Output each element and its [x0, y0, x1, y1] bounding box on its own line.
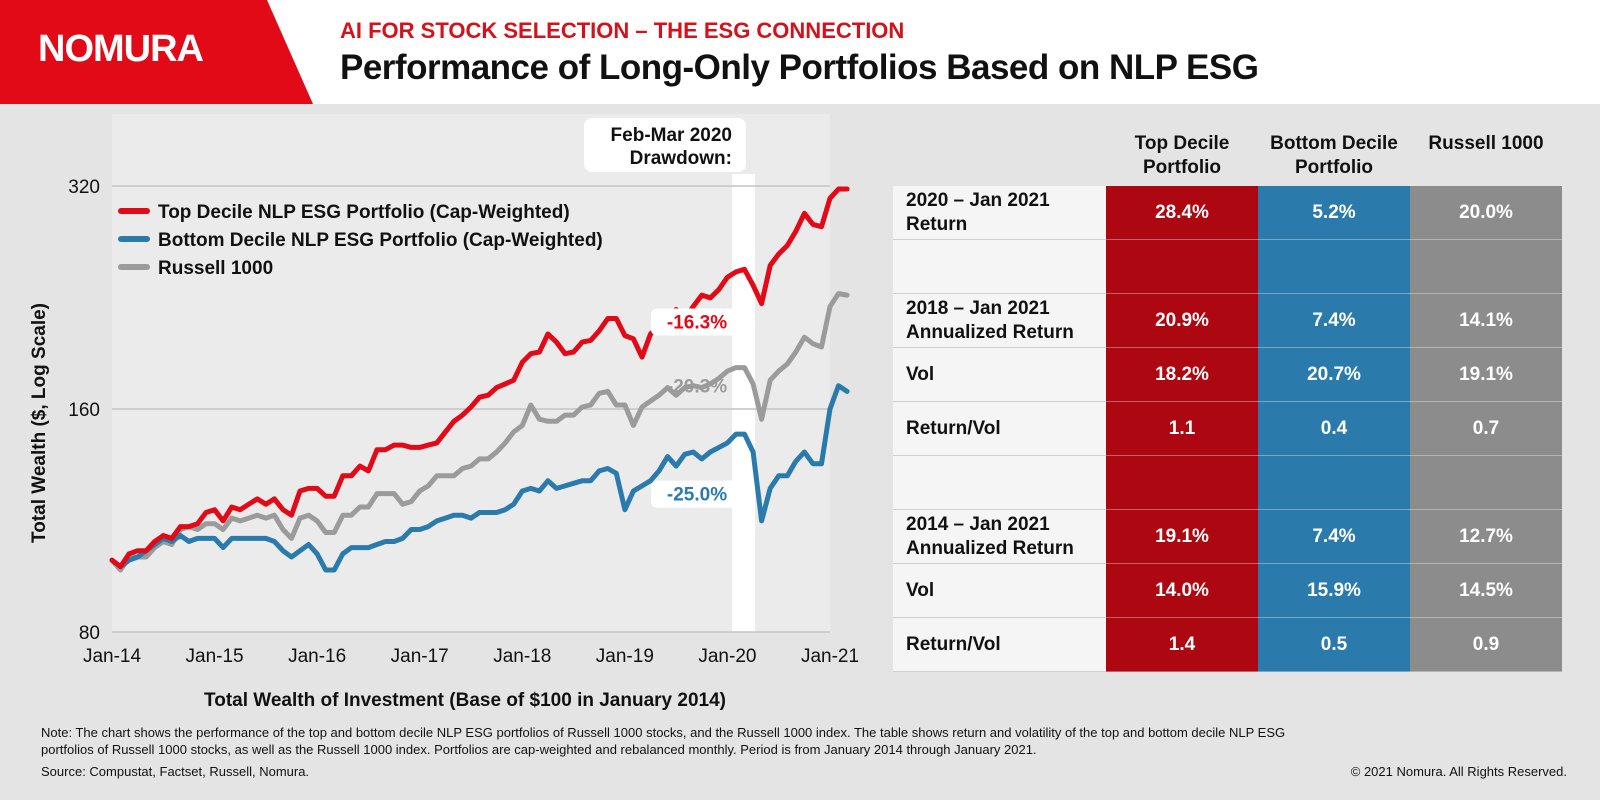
table-cell: 18.2%: [1106, 348, 1258, 402]
table-row-label: Return/Vol: [893, 402, 1106, 456]
table-cell: 19.1%: [1410, 348, 1562, 402]
plot-area: [112, 114, 830, 632]
legend-label: Russell 1000: [158, 258, 273, 279]
copyright-note: © 2021 Nomura. All Rights Reserved.: [1350, 764, 1567, 779]
table-cell: 20.0%: [1410, 186, 1562, 240]
table-row-label: Vol: [893, 564, 1106, 618]
table-row-label: [893, 456, 1106, 510]
table-cell: 19.1%: [1106, 510, 1258, 564]
legend-label: Top Decile NLP ESG Portfolio (Cap-Weight…: [158, 202, 570, 223]
table-cell: [1258, 240, 1410, 294]
x-tick-label: Jan-21: [801, 646, 859, 667]
table-cell: 7.4%: [1258, 294, 1410, 348]
table-cell: 7.4%: [1258, 510, 1410, 564]
x-tick-label: Jan-18: [493, 646, 551, 667]
table-cell: 0.7: [1410, 402, 1562, 456]
legend-label: Bottom Decile NLP ESG Portfolio (Cap-Wei…: [158, 230, 603, 251]
y-tick-label: 80: [79, 623, 100, 644]
table-cell: [1258, 456, 1410, 510]
table-cell: 14.0%: [1106, 564, 1258, 618]
nomura-logo: NOMURA: [38, 28, 204, 70]
drawdown-label-box: [584, 118, 746, 172]
x-axis-title: Total Wealth of Investment (Base of $100…: [204, 690, 726, 711]
drawdown-label-line2: Drawdown:: [630, 148, 732, 169]
series-line: [109, 291, 850, 573]
table-cell: 0.9: [1410, 618, 1562, 672]
drawdown-label-line1: Feb-Mar 2020: [611, 125, 732, 146]
page-kicker: AI FOR STOCK SELECTION – THE ESG CONNECT…: [340, 18, 905, 43]
table-column-header: Russell 1000: [1428, 133, 1544, 154]
table-cell: 0.5: [1258, 618, 1410, 672]
table-cell: 12.7%: [1410, 510, 1562, 564]
footnote: Note: The chart shows the performance of…: [41, 725, 1286, 757]
annotation-box: [651, 308, 743, 336]
logo-block: NOMURA: [0, 0, 313, 104]
x-tick-label: Jan-15: [186, 646, 244, 667]
drawdown-annotation-russell: -20.3%: [667, 377, 727, 398]
table-cell: 14.5%: [1410, 564, 1562, 618]
table-cell: [1106, 456, 1258, 510]
series-line: [109, 383, 850, 573]
x-tick-label: Jan-19: [596, 646, 654, 667]
table-column-header: Top Decile Portfolio: [1134, 133, 1230, 178]
table-row-label: Vol: [893, 348, 1106, 402]
drawdown-band: [731, 174, 756, 632]
table-row-label: Return/Vol: [893, 618, 1106, 672]
source-note: Source: Compustat, Factset, Russell, Nom…: [41, 764, 310, 779]
table-cell: 1.1: [1106, 402, 1258, 456]
table-cell: 0.4: [1258, 402, 1410, 456]
table-cell: 1.4: [1106, 618, 1258, 672]
table-cell: 14.1%: [1410, 294, 1562, 348]
table-row-label: 2018 – Jan 2021 Annualized Return: [893, 294, 1106, 348]
table-cell: [1106, 240, 1258, 294]
table-row-label: 2020 – Jan 2021 Return: [893, 186, 1106, 240]
y-tick-label: 160: [68, 400, 100, 421]
page-title: Performance of Long-Only Portfolios Base…: [340, 48, 1259, 87]
x-tick-label: Jan-20: [698, 646, 756, 667]
x-tick-label: Jan-16: [288, 646, 346, 667]
table-cell: 28.4%: [1106, 186, 1258, 240]
table-cell: 5.2%: [1258, 186, 1410, 240]
table-cell: 20.9%: [1106, 294, 1258, 348]
x-tick-label: Jan-17: [391, 646, 449, 667]
table-cell: [1410, 240, 1562, 294]
annotation-box: [651, 480, 743, 508]
table-column-header: Bottom Decile Portfolio: [1270, 133, 1398, 178]
drawdown-annotation-bottom: -25.0%: [667, 485, 727, 506]
table-row-label: [893, 240, 1106, 294]
header-bar: NOMURA AI FOR STOCK SELECTION – THE ESG …: [0, 0, 1600, 104]
x-tick-label: Jan-14: [83, 646, 142, 667]
series-line: [109, 186, 850, 570]
table-cell: 20.7%: [1258, 348, 1410, 402]
y-axis-title: Total Wealth ($, Log Scale): [29, 303, 50, 543]
y-tick-label: 320: [68, 177, 100, 198]
drawdown-annotation-top: -16.3%: [667, 313, 727, 334]
table-row-label: 2014 – Jan 2021 Annualized Return: [893, 510, 1106, 564]
table-cell: 15.9%: [1258, 564, 1410, 618]
table-cell: [1410, 456, 1562, 510]
